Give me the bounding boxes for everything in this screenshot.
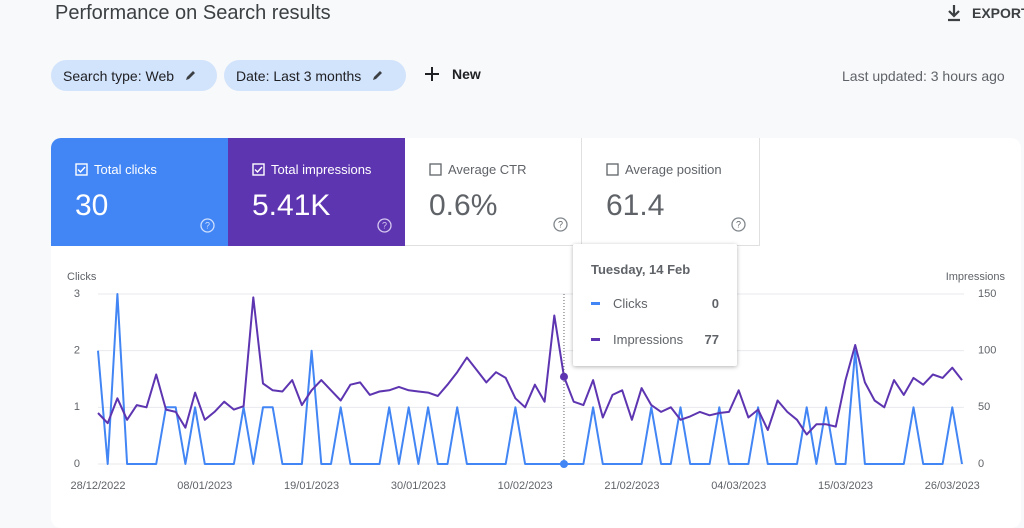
x-tick-label: 19/01/2023 bbox=[284, 480, 339, 492]
svg-text:?: ? bbox=[205, 220, 210, 230]
x-tick-label: 08/01/2023 bbox=[177, 480, 232, 492]
tooltip-series-name: Clicks bbox=[613, 296, 648, 311]
export-button[interactable]: EXPORT bbox=[946, 4, 1024, 22]
x-tick-label: 28/12/2022 bbox=[70, 480, 125, 492]
chart: Clicks Impressions 0 1 2 3 0 50 100 150 28/12/20… bbox=[67, 271, 1006, 492]
series-line bbox=[97, 293, 963, 465]
tooltip-title: Tuesday, 14 Feb bbox=[591, 262, 691, 277]
y-tick-label: 2 bbox=[74, 345, 80, 357]
help-icon: ? bbox=[377, 218, 392, 233]
metric-tile[interactable]: Total impressions 5.41K ? bbox=[228, 138, 405, 246]
tooltip-row: Impressions 77 bbox=[591, 332, 719, 348]
new-button[interactable]: New bbox=[424, 66, 481, 82]
x-tick-label: 30/01/2023 bbox=[391, 480, 446, 492]
x-tick-label: 21/02/2023 bbox=[604, 480, 659, 492]
checkbox bbox=[429, 163, 442, 176]
filter-chip[interactable]: Search type: Web bbox=[51, 60, 217, 91]
x-tick-label: 26/03/2023 bbox=[925, 480, 980, 492]
metric-label: Total impressions bbox=[271, 162, 372, 177]
y2-tick-label: 100 bbox=[978, 345, 996, 357]
help-icon: ? bbox=[200, 218, 215, 233]
svg-text:?: ? bbox=[558, 219, 563, 229]
metric-label: Average position bbox=[625, 162, 722, 177]
page-title: Performance on Search results bbox=[55, 2, 331, 24]
y2-tick-label: 0 bbox=[978, 458, 984, 470]
edit-icon bbox=[186, 71, 196, 80]
filter-chip[interactable]: Date: Last 3 months bbox=[224, 60, 406, 91]
y-tick-label: 3 bbox=[74, 288, 80, 300]
metric-value: 0.6% bbox=[429, 189, 498, 222]
x-tick-label: 04/03/2023 bbox=[711, 480, 766, 492]
metric-tile[interactable]: Average CTR 0.6% ? bbox=[405, 138, 582, 246]
metric-label: Total clicks bbox=[94, 162, 157, 177]
metric-tile[interactable]: Total clicks 30 ? bbox=[51, 138, 228, 246]
y-axis-label: Clicks bbox=[67, 271, 97, 283]
page: Performance on Search results EXPORT Sea… bbox=[51, 2, 1024, 492]
tooltip-value: 77 bbox=[704, 332, 719, 347]
tooltip-series-name: Impressions bbox=[613, 332, 684, 347]
tooltip: Tuesday, 14 Feb Clicks 0 Impressions 77 bbox=[573, 244, 737, 366]
y2-axis-label: Impressions bbox=[946, 271, 1006, 283]
chip-label: Date: Last 3 months bbox=[236, 67, 362, 84]
metric-value: 61.4 bbox=[606, 189, 665, 222]
checkbox bbox=[606, 163, 619, 176]
edit-icon bbox=[373, 71, 383, 80]
y-tick-label: 1 bbox=[74, 401, 80, 413]
metric-label: Average CTR bbox=[448, 162, 527, 177]
y2-tick-label: 150 bbox=[978, 288, 996, 300]
svg-text:?: ? bbox=[382, 220, 387, 230]
series-line bbox=[97, 296, 963, 436]
x-tick-label: 15/03/2023 bbox=[818, 480, 873, 492]
metric-value: 5.41K bbox=[252, 189, 331, 222]
checkbox bbox=[75, 163, 88, 176]
new-label: New bbox=[452, 66, 481, 82]
tooltip-row: Clicks 0 bbox=[591, 296, 719, 312]
plus-icon bbox=[425, 67, 439, 81]
legend-swatch bbox=[591, 302, 600, 305]
checkbox bbox=[252, 163, 265, 176]
x-tick-label: 10/02/2023 bbox=[498, 480, 553, 492]
tooltip-value: 0 bbox=[711, 296, 719, 311]
legend-swatch bbox=[591, 338, 600, 341]
last-updated: Last updated: 3 hours ago bbox=[842, 68, 1005, 84]
export-label: EXPORT bbox=[972, 5, 1024, 21]
y-tick-label: 0 bbox=[74, 458, 80, 470]
hover-point bbox=[559, 372, 568, 381]
metric-value: 30 bbox=[75, 189, 109, 222]
help-icon: ? bbox=[553, 217, 568, 232]
y2-tick-label: 50 bbox=[978, 401, 990, 413]
svg-text:?: ? bbox=[736, 219, 741, 229]
chip-label: Search type: Web bbox=[63, 67, 175, 84]
hover-point bbox=[559, 460, 568, 468]
help-icon: ? bbox=[731, 217, 746, 232]
download-icon bbox=[948, 5, 960, 22]
